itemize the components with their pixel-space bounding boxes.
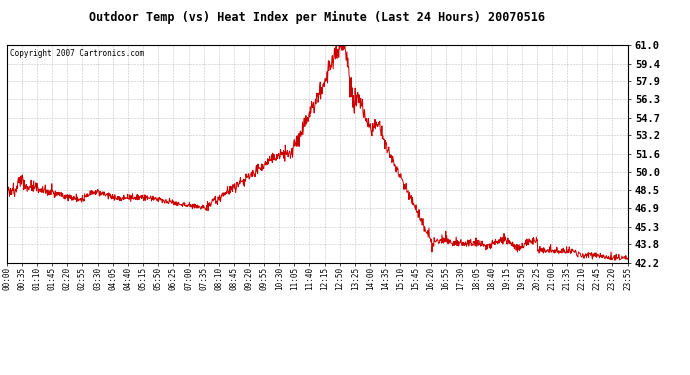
Text: Outdoor Temp (vs) Heat Index per Minute (Last 24 Hours) 20070516: Outdoor Temp (vs) Heat Index per Minute …	[90, 11, 545, 24]
Text: Copyright 2007 Cartronics.com: Copyright 2007 Cartronics.com	[10, 50, 144, 58]
